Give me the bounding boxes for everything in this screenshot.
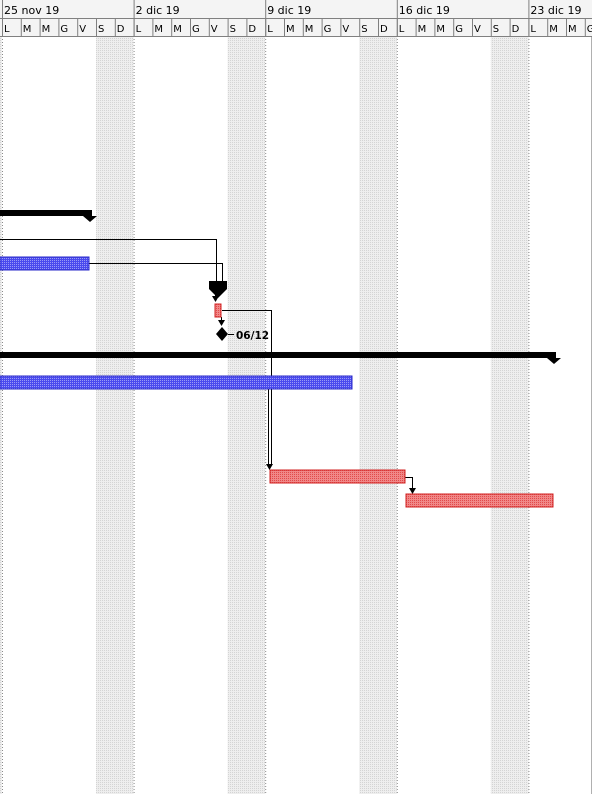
- dependency-link: [0, 239, 217, 281]
- day-letter: L: [530, 24, 536, 35]
- link-arrowhead: [212, 296, 219, 302]
- week-label: 25 nov 19: [4, 4, 59, 17]
- dependency-link: [89, 263, 223, 281]
- day-letter: G: [324, 24, 332, 35]
- task-bar-red: [269, 469, 406, 484]
- day-letter: S: [493, 24, 499, 35]
- day-letter: M: [286, 24, 295, 35]
- day-letter: L: [399, 24, 405, 35]
- weekend-band: [0, 36, 2, 794]
- day-letter: M: [568, 24, 577, 35]
- task-bar-blue: [0, 375, 353, 390]
- weekend-band: [227, 36, 266, 794]
- day-letter: V: [342, 24, 349, 35]
- day-letter: D: [512, 24, 520, 35]
- timescale-header: 25 nov 19 2 dic 19 9 dic 19 16 dic 19 23 dic…: [0, 0, 592, 37]
- day-letter: D: [380, 24, 388, 35]
- day-letter: S: [230, 24, 236, 35]
- day-letter: L: [267, 24, 273, 35]
- day-letter: L: [136, 24, 142, 35]
- task-bars: 06/12: [0, 210, 561, 508]
- day-letter: G: [192, 24, 200, 35]
- milestone-diamond: [216, 327, 228, 341]
- day-letter: M: [418, 24, 427, 35]
- week-label: 23 dic 19: [530, 4, 581, 17]
- day-letter: M: [549, 24, 558, 35]
- day-letter: V: [474, 24, 481, 35]
- week-label: 9 dic 19: [267, 4, 311, 17]
- day-letter: L: [4, 24, 10, 35]
- day-letter: S: [361, 24, 367, 35]
- task-bar-red: [405, 493, 554, 508]
- task-bar-blue: [0, 256, 90, 271]
- milestone-date-label: 06/12: [236, 330, 269, 342]
- summary-end-marker: [209, 289, 227, 298]
- day-letter: M: [305, 24, 314, 35]
- summary-bar: [0, 210, 92, 216]
- day-letter: M: [23, 24, 32, 35]
- day-letter: G: [60, 24, 68, 35]
- day-letter: D: [248, 24, 256, 35]
- summary-bar: [0, 352, 556, 358]
- dependency-link: [405, 477, 413, 488]
- day-letter: M: [42, 24, 51, 35]
- weekend-band: [96, 36, 134, 794]
- task-bar-red: [214, 303, 222, 318]
- day-letter: M: [154, 24, 163, 35]
- summary-end-marker: [547, 358, 561, 364]
- weekend-band: [359, 36, 397, 794]
- day-letter: M: [173, 24, 182, 35]
- link-arrowhead: [409, 488, 416, 494]
- day-letter: G: [455, 24, 463, 35]
- weekend-shading: [0, 36, 529, 794]
- day-letter: V: [211, 24, 218, 35]
- link-arrowhead: [266, 464, 273, 470]
- day-letter: S: [98, 24, 104, 35]
- summary-bar: [209, 281, 227, 289]
- dependency-links: [0, 239, 416, 494]
- day-letter: D: [117, 24, 125, 35]
- week-label: 16 dic 19: [399, 4, 450, 17]
- dependency-link: [222, 310, 272, 464]
- day-letter: M: [436, 24, 445, 35]
- day-letter: G: [587, 24, 592, 35]
- day-letter: V: [79, 24, 86, 35]
- weekend-band: [490, 36, 529, 794]
- link-arrowhead: [218, 320, 225, 326]
- summary-end-marker: [83, 216, 97, 222]
- week-label: 2 dic 19: [136, 4, 180, 17]
